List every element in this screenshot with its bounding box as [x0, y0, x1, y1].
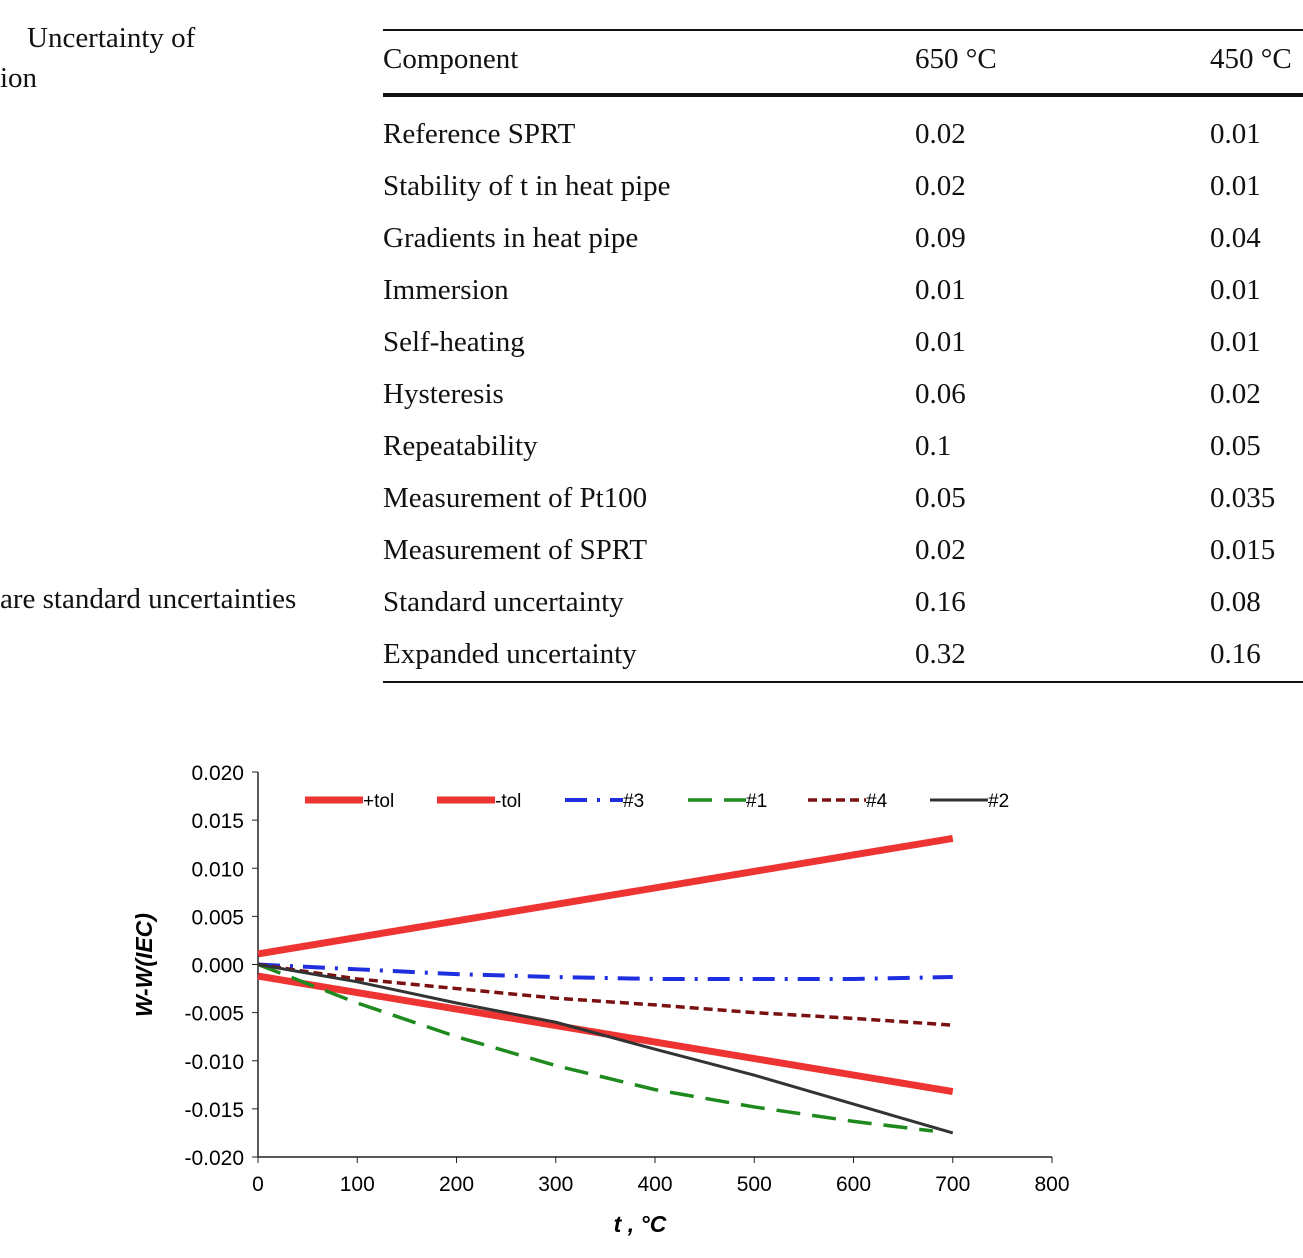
- x-axis-label: t , °C: [614, 1211, 667, 1237]
- caption-note: are standard uncertainties: [0, 583, 297, 615]
- y-tick-label: 0.015: [191, 810, 244, 833]
- x-tick-label: 800: [1034, 1173, 1069, 1196]
- table-cell-value: 0.1: [915, 430, 952, 462]
- x-tick-label: 300: [538, 1173, 573, 1196]
- caption-line-1: Uncertainty of: [27, 22, 196, 54]
- table-cell-component: Reference SPRT: [383, 118, 576, 150]
- table-cell-component: Standard uncertainty: [383, 586, 624, 618]
- table-header: 450 °C: [1210, 43, 1292, 75]
- x-tick-label: 200: [439, 1173, 474, 1196]
- table-cell-value: 0.05: [1210, 430, 1261, 462]
- legend-label: #4: [866, 791, 888, 812]
- table-cell-value: 0.01: [1210, 274, 1261, 306]
- table-header: 650 °C: [915, 43, 997, 75]
- series-line-#4: [257, 962, 953, 1027]
- y-tick-label: -0.010: [184, 1051, 244, 1074]
- legend-label: #3: [623, 791, 644, 812]
- series-line-#1: [257, 962, 934, 1133]
- x-tick-label: 100: [340, 1173, 375, 1196]
- table-cell-value: 0.08: [1210, 586, 1261, 618]
- legend-label: #2: [988, 791, 1009, 812]
- x-tick-label: 700: [935, 1173, 970, 1196]
- table-cell-component: Repeatability: [383, 430, 538, 462]
- caption-line-2: ion: [0, 62, 38, 94]
- table-cell-value: 0.16: [1210, 638, 1261, 670]
- table-cell-value: 0.04: [1210, 222, 1261, 254]
- y-tick-label: 0.010: [191, 858, 244, 881]
- table-cell-value: 0.01: [915, 274, 966, 306]
- y-tick-label: 0.005: [191, 906, 244, 929]
- legend-label: +tol: [363, 791, 394, 812]
- table-cell-component: Hysteresis: [383, 378, 504, 410]
- series-line-#3: [257, 962, 953, 981]
- table-cell-value: 0.32: [915, 638, 966, 670]
- series-line-#2: [257, 963, 954, 1135]
- legend-label: -tol: [495, 791, 521, 812]
- table-bottom-rule: [383, 681, 1303, 683]
- table-cell-value: 0.05: [915, 482, 966, 514]
- table-cell-component: Stability of t in heat pipe: [383, 170, 671, 202]
- y-tick-label: 0.000: [191, 955, 244, 978]
- series-line--tol: [257, 972, 954, 1096]
- table-cell-value: 0.02: [915, 170, 966, 202]
- table-cell-component: Gradients in heat pipe: [383, 222, 639, 254]
- table-header-rule: [383, 93, 1303, 97]
- y-tick-label: -0.020: [184, 1147, 244, 1170]
- x-tick-label: 400: [637, 1173, 672, 1196]
- table-top-rule: [383, 29, 1303, 31]
- y-axis-label: W-W(IEC): [131, 913, 157, 1017]
- table-cell-component: Measurement of SPRT: [383, 534, 648, 566]
- table-cell-value: 0.02: [1210, 378, 1261, 410]
- y-tick-label: -0.015: [184, 1099, 244, 1122]
- table-cell-component: Self-heating: [383, 326, 525, 358]
- table-cell-value: 0.01: [1210, 326, 1261, 358]
- x-tick-label: 500: [737, 1173, 772, 1196]
- table-cell-value: 0.015: [1210, 534, 1276, 566]
- table-cell-value: 0.01: [1210, 118, 1261, 150]
- table-cell-value: 0.035: [1210, 482, 1276, 514]
- table-cell-value: 0.02: [915, 534, 966, 566]
- table-cell-component: Immersion: [383, 274, 509, 306]
- table-cell-component: Measurement of Pt100: [383, 482, 648, 514]
- table-header: Component: [383, 43, 519, 75]
- table-cell-value: 0.01: [1210, 170, 1261, 202]
- x-tick-label: 0: [252, 1173, 264, 1196]
- table-cell-value: 0.06: [915, 378, 966, 410]
- table-cell-value: 0.16: [915, 586, 966, 618]
- series-line-+tol: [257, 834, 954, 958]
- table-cell-value: 0.02: [915, 118, 966, 150]
- y-tick-label: 0.020: [191, 762, 244, 785]
- table-cell-component: Expanded uncertainty: [383, 638, 637, 670]
- legend-label: #1: [746, 791, 767, 812]
- x-tick-label: 600: [836, 1173, 871, 1196]
- y-tick-label: -0.005: [184, 1003, 244, 1026]
- table-cell-value: 0.01: [915, 326, 966, 358]
- table-cell-value: 0.09: [915, 222, 966, 254]
